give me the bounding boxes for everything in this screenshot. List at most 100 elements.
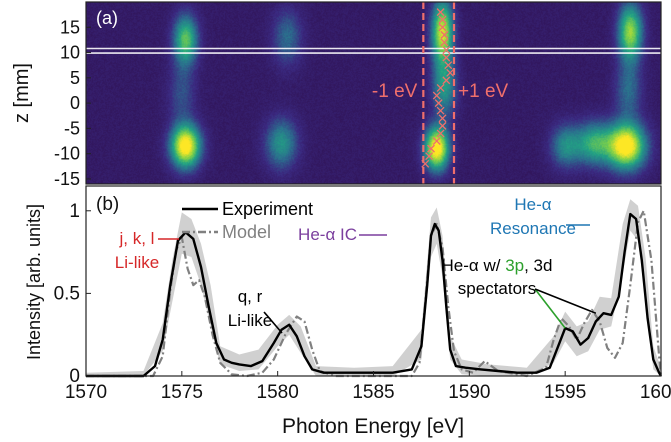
centroid-marker-2: [438, 23, 447, 32]
centroid-marker-3: [440, 30, 449, 39]
legend-model-label: Model: [222, 222, 271, 242]
centroid-marker-13: [436, 106, 445, 115]
annotation-qr: q, r Li-like: [228, 287, 283, 334]
centroid-marker-18: [427, 144, 435, 153]
annotation-leader: [534, 288, 566, 329]
centroid-marker-stroke: [425, 152, 434, 161]
heatmap-y-tick-label: 10: [60, 43, 80, 63]
centroid-marker-6: [442, 53, 451, 62]
annotation-heres-line: He-α: [514, 195, 551, 214]
spectrum-y-tick-label: 1: [69, 201, 80, 222]
centroid-marker-8: [446, 68, 455, 77]
centroid-marker-stroke: [444, 61, 453, 70]
experiment-line: [86, 212, 663, 378]
annotation-heres: He-α Resonance: [490, 195, 590, 238]
panel-a: -1 eV +1 eV 15 10 5 0 -5 -10 -15 (a) z [mm]: [11, 1, 662, 189]
centroid-marker-12: [434, 99, 443, 108]
centroid-marker-7: [444, 61, 453, 70]
annotation-spect-line: spectators: [458, 279, 536, 298]
spectrum-x-tick-label: 1580: [257, 382, 299, 403]
spectrum-y-tick-label: 0.5: [54, 283, 80, 304]
model-line: [86, 209, 663, 378]
heatmap-y-tick-label: 0: [70, 93, 80, 113]
spectrum-x-tick-label: 1590: [448, 382, 490, 403]
spectrum-x-tick-label: 1570: [65, 382, 107, 403]
centroid-marker-stroke: [427, 144, 435, 153]
heatmap-image: [86, 2, 661, 184]
centroid-marker-stroke: [442, 76, 451, 85]
annotation-part: , 3d: [524, 256, 552, 275]
heatmap-y-tick-label: 15: [60, 17, 80, 37]
annotation-qr-line: Li-like: [228, 311, 272, 330]
heatmap-y-tick-label: -5: [64, 118, 80, 138]
centroid-marker-17: [432, 137, 441, 145]
centroid-marker-stroke: [446, 68, 455, 77]
panel-b-label: (b): [96, 194, 119, 215]
spectrum-x-tick-label: 1595: [544, 382, 586, 403]
centroid-marker-stroke: [436, 83, 445, 92]
centroid-marker-stroke: [440, 38, 449, 47]
annotation-spect: He-α w/ 3p, 3d spectators: [442, 256, 597, 329]
centroid-marker-stroke: [442, 46, 451, 54]
window-label-left: -1 eV: [372, 81, 418, 102]
centroid-marker-stroke: [440, 30, 449, 39]
centroid-marker-stroke: [436, 129, 445, 138]
annotation-spect-line: He-α w/ 3p, 3d: [442, 256, 553, 275]
panel-a-label: (a): [96, 8, 118, 28]
centroid-marker-stroke: [421, 159, 430, 168]
heatmap-y-label: z [mm]: [11, 63, 33, 123]
spectrum-x-label: Photon Energy [eV]: [282, 415, 464, 438]
centroid-marker-stroke: [438, 121, 447, 130]
spectrum-annotations: j, k, l Li-like q, r Li-like He-α IC He-α Reso…: [115, 195, 597, 334]
window-label-right: +1 eV: [458, 81, 509, 102]
centroid-marker-stroke: [438, 15, 447, 24]
spectrum-plot: [86, 199, 663, 378]
centroid-marker-9: [442, 76, 451, 85]
spectrum-x-tick-label: 1585: [352, 382, 394, 403]
heatmap-frame: [85, 1, 662, 185]
annotation-part: He-α w/: [442, 256, 506, 275]
heatmap-y-tick-label: -15: [54, 169, 80, 189]
centroid-marker-19: [425, 152, 434, 161]
annotation-qr-line: q, r: [238, 287, 263, 306]
centroid-marker-10: [436, 83, 445, 92]
legend: Experiment Model: [182, 199, 313, 242]
centroid-marker-stroke: [438, 23, 447, 32]
centroid-marker-stroke: [434, 99, 443, 108]
centroid-marker-stroke: [438, 114, 447, 123]
centroid-marker-14: [438, 114, 447, 123]
annotation-leader: [534, 288, 597, 314]
heatmap-y-tick-label: -10: [54, 144, 80, 164]
heatmap-image-container: [86, 2, 661, 184]
centroid-marker-20: [421, 159, 430, 168]
annotation-jkl: j, k, l Li-like: [115, 229, 179, 272]
centroid-marker-16: [436, 129, 445, 138]
spectrum-y-label: Intensity [arb. units]: [24, 204, 44, 360]
centroid-marker-15: [438, 121, 447, 130]
centroid-marker-11: [432, 91, 441, 100]
centroid-marker-stroke: [442, 53, 451, 62]
annotation-part: 3p: [505, 256, 524, 275]
legend-experiment-label: Experiment: [222, 199, 313, 219]
annotation-heic: He-α IC: [298, 225, 387, 244]
heatmap-overlay: -1 eV +1 eV: [86, 2, 661, 184]
annotation-leader: [263, 311, 283, 334]
centroid-marker-4: [440, 38, 449, 47]
centroid-marker-stroke: [432, 137, 441, 145]
centroid-marker-1: [438, 15, 447, 24]
annotation-heres-line: Resonance: [490, 219, 576, 238]
centroid-marker-stroke: [436, 8, 445, 17]
heatmap-y-ticks: 15 10 5 0 -5 -10 -15: [54, 17, 91, 189]
centroid-marker-5: [442, 46, 451, 54]
spectrum-x-tick-label: 1575: [161, 382, 203, 403]
annotation-jkl-line: j, k, l: [119, 229, 155, 248]
centroid-marker-stroke: [432, 91, 441, 100]
centroid-marker-0: [436, 8, 445, 17]
spectrum-y-tick-label: 0: [69, 366, 80, 387]
centroid-marker-stroke: [436, 106, 445, 115]
annotation-jkl-line: Li-like: [115, 253, 159, 272]
